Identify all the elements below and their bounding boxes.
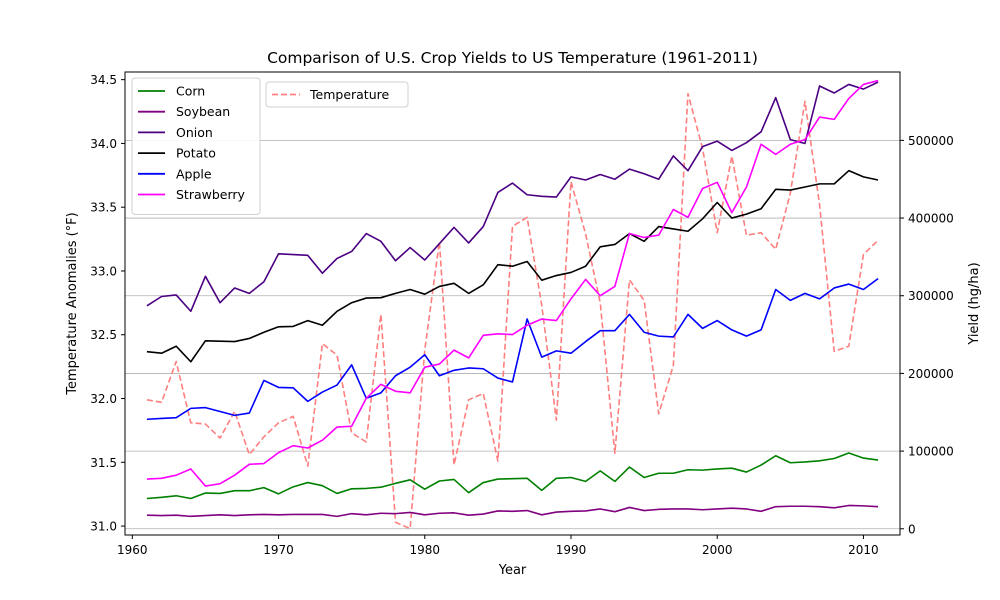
plot-frame (124, 71, 901, 536)
x-tick-label: 2000 (702, 543, 733, 557)
y-left-tick-label: 31.0 (90, 520, 117, 534)
series-line-soybean (146, 504, 879, 518)
legend-label-potato: Potato (176, 146, 216, 161)
y-right-tick-label: 400000 (908, 212, 954, 226)
series-line-temperature (146, 92, 879, 530)
y-left-tick-label: 34.5 (90, 73, 117, 87)
grid-lines (125, 139, 900, 530)
legend-temperature: Temperature (265, 81, 409, 108)
legend-label-soybean: Soybean (176, 104, 230, 119)
plot-series (146, 79, 879, 530)
x-tick-label: 1980 (409, 543, 440, 557)
x-tick-label: 1970 (263, 543, 294, 557)
y-left-tick-label: 33.5 (90, 201, 117, 215)
y-right-tick-label: 100000 (908, 445, 954, 459)
legend-crops: Corn Soybean Onion Potato Apple Strawberry (131, 77, 261, 215)
series-line-apple (146, 277, 879, 421)
y-left-tick-label: 32.0 (90, 392, 117, 406)
legend-temperature-box (265, 81, 409, 108)
y-right-tick-label: 300000 (908, 289, 954, 303)
x-axis-label: Year (498, 563, 527, 578)
series-line-corn (146, 452, 879, 500)
y-axis-right-label: Yield (hg/ha) (967, 262, 982, 345)
chart-title: Comparison of U.S. Crop Yields to US Tem… (267, 49, 758, 67)
legend-label-corn: Corn (176, 84, 205, 99)
legend-label-apple: Apple (176, 166, 212, 181)
series-line-potato (146, 169, 879, 363)
legend-label-onion: Onion (176, 125, 213, 140)
y-axis-left-label: Temperature Anomalies (°F) (65, 212, 80, 395)
x-tick-label: 2010 (848, 543, 879, 557)
y-left-tick-label: 32.5 (90, 328, 117, 342)
y-right-tick-label: 200000 (908, 367, 954, 381)
y-right-tick-label: 500000 (908, 134, 954, 148)
y-axis-right: 0 100000 200000 300000 400000 500000 (900, 134, 954, 536)
legend-label-strawberry: Strawberry (176, 187, 246, 202)
series-line-strawberry (146, 79, 879, 487)
y-axis-left: 31.0 31.5 32.0 32.5 33.0 33.5 34.0 34.5 (90, 73, 125, 534)
y-left-tick-label: 34.0 (90, 137, 117, 151)
x-tick-label: 1990 (556, 543, 587, 557)
legend-label-temperature: Temperature (309, 87, 389, 102)
series-line-onion (146, 81, 879, 313)
x-tick-label: 1960 (117, 543, 148, 557)
y-left-tick-label: 31.5 (90, 456, 117, 470)
y-left-tick-label: 33.0 (90, 264, 117, 278)
x-axis: 1960 1970 1980 1990 2000 2010 (117, 535, 879, 557)
y-right-tick-label: 0 (908, 522, 916, 536)
